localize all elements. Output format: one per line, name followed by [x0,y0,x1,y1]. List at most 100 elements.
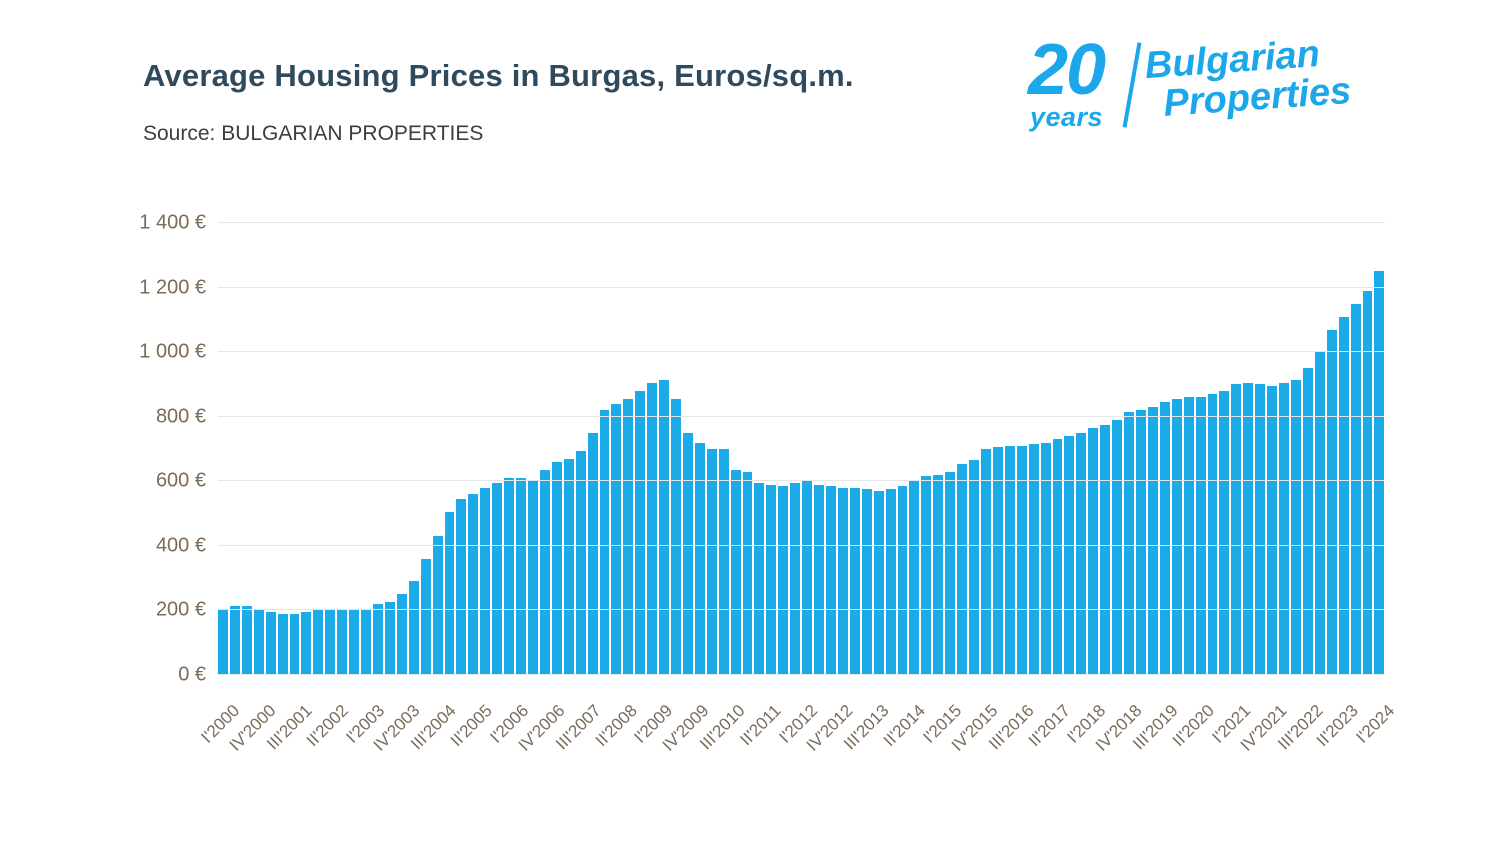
bar [1004,445,1015,675]
bar [909,479,920,675]
bars-container [218,223,1385,675]
bar [1088,428,1099,675]
bar [325,610,336,675]
gridline [218,415,1385,417]
y-axis-label: 400 € [155,534,206,557]
gridline [218,609,1385,611]
plot-area [218,222,1385,675]
bar [837,487,848,675]
bar [504,478,515,675]
bar [1243,382,1254,675]
bar [516,478,526,675]
x-axis-label: I'2024 [1352,701,1399,747]
bar [981,449,991,675]
gridline [218,286,1385,288]
y-axis-label: 1 000 € [139,340,206,363]
bar [349,608,360,675]
bar [969,460,979,675]
bar [826,486,836,675]
bar [742,471,753,675]
bar [1231,384,1242,675]
gridline [218,351,1385,353]
logo-brand-text: Bulgarian Properties [1143,33,1352,125]
bar [718,449,729,675]
bar [754,482,765,675]
bar [1112,419,1123,675]
bar [873,490,884,675]
y-axis-label: 600 € [155,469,206,492]
bar [420,558,431,675]
bar [1207,394,1218,675]
bar [611,403,622,675]
bar [802,481,813,675]
bar [647,382,658,675]
bar [957,463,968,675]
bar [301,612,312,675]
logo-years-label: years [1030,102,1104,132]
bar [706,449,717,675]
bar [1183,397,1194,675]
bar [1028,444,1039,675]
bar [945,471,956,675]
x-axis-label: II'2011 [736,701,785,750]
bar [1374,271,1385,675]
bar [313,610,324,675]
bar [1302,368,1313,675]
bar [265,612,276,675]
gridline [218,674,1385,675]
bar [1279,382,1289,675]
bar [432,536,443,675]
y-axis-label: 0 € [178,663,206,686]
bar [671,398,681,675]
bar [790,482,801,675]
bar [1016,445,1027,675]
y-axis-label: 800 € [155,405,206,428]
bar [635,390,646,675]
bar [599,410,610,675]
bar [1159,402,1170,675]
bar [1290,379,1301,675]
bar [1267,386,1278,675]
bar [682,432,693,675]
bar [253,610,264,675]
gridline [218,544,1385,546]
logo-divider [1122,42,1142,128]
bar [849,487,860,675]
bar [1195,397,1206,675]
y-axis-label: 1 400 € [139,211,206,234]
bar [408,581,419,675]
bar [766,484,777,675]
y-axis-label: 200 € [155,598,206,621]
bar [396,594,407,675]
bar [229,605,240,675]
bar [730,470,741,675]
bar [1326,329,1337,675]
bar [468,494,479,675]
bar [456,499,467,675]
bar [1052,439,1063,675]
bar [1100,424,1111,675]
bar [1124,411,1134,675]
bar [563,458,574,675]
bar [384,602,395,675]
bar [694,442,705,675]
chart-area: 0 € 200 € 400 € 600 € 800 € 1 000 € 1 200 € 1 4… [0,195,1500,835]
bar [277,613,288,675]
bar [1076,432,1087,675]
y-axis: 0 € 200 € 400 € 600 € 800 € 1 000 € 1 200 € 1 4… [96,212,206,686]
bar [933,474,944,675]
x-axis: I'2000 IV'2000 III'2001 II'2002 I'2003 IV'200… [198,687,1399,807]
bar [623,398,634,675]
logo-20-icon: 20 [1028,30,1106,110]
bar [885,489,896,675]
bar [575,450,586,675]
bar [1219,390,1230,675]
bar [1350,303,1361,675]
bar [1255,384,1266,675]
bar [1040,442,1051,675]
bar [372,603,383,675]
bar [337,608,348,675]
bar [527,481,538,675]
bar [778,486,789,675]
bar [551,461,562,675]
